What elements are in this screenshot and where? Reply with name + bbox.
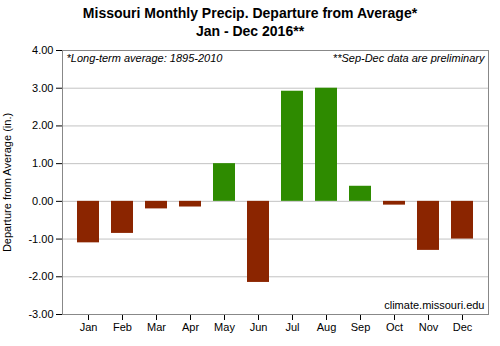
svg-text:4.00: 4.00 [32,44,53,56]
svg-text:May: May [214,321,235,333]
svg-text:climate.missouri.edu: climate.missouri.edu [384,299,484,311]
svg-text:-2.00: -2.00 [28,270,53,282]
svg-text:**Sep-Dec data are preliminary: **Sep-Dec data are preliminary [333,52,486,64]
svg-text:Sep: Sep [351,321,371,333]
svg-text:Jan: Jan [80,321,98,333]
svg-text:Aug: Aug [317,321,337,333]
svg-text:*Long-term average: 1895-2010: *Long-term average: 1895-2010 [67,52,224,64]
svg-text:2.00: 2.00 [32,119,53,131]
svg-text:-1.00: -1.00 [28,233,53,245]
svg-text:Apr: Apr [182,321,199,333]
svg-text:-3.00: -3.00 [28,308,53,320]
svg-text:0.00: 0.00 [32,195,53,207]
svg-text:Oct: Oct [386,321,403,333]
svg-text:Mar: Mar [147,321,166,333]
svg-text:Nov: Nov [419,321,439,333]
html-text:Jan - Dec 2016**: Jan - Dec 2016** [195,23,305,39]
svg-text:Feb: Feb [113,321,132,333]
html-text:Missouri Monthly Precip. Depar: Missouri Monthly Precip. Departure from … [82,5,418,21]
svg-text:Jun: Jun [250,321,268,333]
svg-text:Jul: Jul [285,321,299,333]
svg-text:1.00: 1.00 [32,157,53,169]
svg-text:3.00: 3.00 [32,82,53,94]
svg-text:Dec: Dec [453,321,473,333]
svg-text:Departure from Average (in.): Departure from Average (in.) [1,113,13,252]
